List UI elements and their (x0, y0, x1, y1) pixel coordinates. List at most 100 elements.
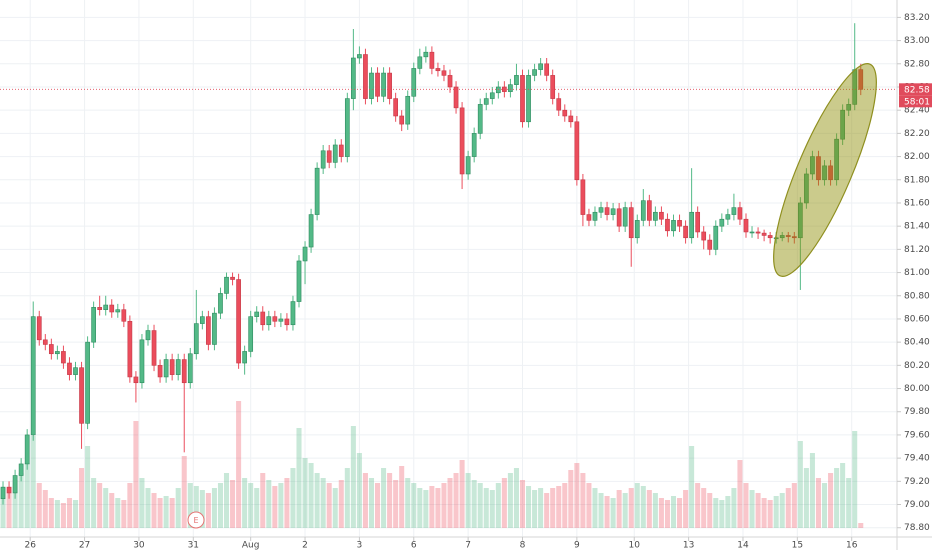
highlight-ellipse (773, 63, 877, 277)
candle-body (42, 339, 48, 345)
candle-body (212, 312, 217, 345)
candle-body (695, 211, 701, 233)
candle-body (846, 104, 852, 111)
candle-body (242, 351, 247, 364)
candle-body (169, 359, 175, 375)
volume-bar (670, 496, 677, 528)
volume-bar (151, 493, 157, 528)
candle-body (133, 376, 139, 384)
volume-bar (767, 500, 773, 528)
volume-bar (755, 493, 761, 528)
candle-body (272, 316, 278, 322)
y-tick-label: 81.40 (904, 222, 930, 232)
candle-body (441, 70, 447, 76)
candle-body (804, 173, 809, 204)
volume-bar (453, 473, 459, 528)
candle-body (115, 309, 121, 313)
volume-bar (115, 498, 121, 528)
earnings-marker[interactable] (187, 511, 205, 529)
candle-body (30, 316, 36, 436)
candle-body (689, 211, 694, 239)
volume-bar (713, 498, 719, 528)
candle-body (85, 341, 90, 424)
candle-body (290, 301, 296, 326)
volume-bar (181, 456, 187, 528)
volume-bar (441, 483, 447, 528)
volume-bar (320, 478, 326, 528)
y-tick-label: 80.20 (904, 361, 930, 371)
candle-body (683, 225, 688, 239)
x-tick-label: Aug (242, 541, 260, 550)
volume-bar (399, 466, 405, 528)
x-tick-label: 30 (133, 541, 145, 550)
candle-body (278, 318, 284, 322)
y-tick-label: 82.00 (904, 152, 930, 162)
candle-body (302, 246, 308, 262)
candle-body (671, 220, 676, 232)
volume-bar (296, 428, 302, 528)
candle-body (248, 316, 254, 352)
volume-bar (610, 498, 616, 528)
candle-body (779, 235, 785, 239)
x-tick-label: 6 (411, 541, 417, 550)
volume-bar (79, 468, 85, 528)
candle-body (435, 68, 441, 72)
volume-bar (785, 488, 791, 528)
volume-bar (417, 488, 423, 528)
volume-bar (447, 478, 453, 528)
volume-bar (465, 473, 471, 528)
volume-bar (719, 500, 725, 528)
volume-bar (266, 480, 272, 528)
y-tick-label: 80.60 (904, 314, 930, 324)
candle-body (713, 225, 719, 250)
volume-bar (598, 493, 604, 528)
y-tick-label: 79.60 (904, 430, 930, 440)
volume-bar (85, 446, 91, 528)
candle-body (260, 311, 266, 326)
y-tick-label: 81.80 (904, 175, 930, 185)
price-pane (0, 23, 897, 505)
candle-body (725, 214, 731, 220)
x-tick-label: 26 (24, 541, 36, 550)
last-price-box (899, 83, 932, 96)
volume-bar (562, 483, 568, 528)
volume-bar (791, 483, 797, 528)
countdown-box (899, 95, 932, 108)
volume-bar (809, 453, 815, 528)
y-tick-label: 83.00 (904, 36, 930, 46)
candle-body (151, 330, 157, 366)
volume-bar (175, 488, 181, 528)
candle-body (471, 133, 477, 157)
y-tick-label: 82.40 (904, 106, 930, 116)
candle-body (616, 208, 622, 227)
candle-body (653, 211, 658, 221)
candle-body (731, 207, 737, 215)
candle-body (97, 307, 103, 310)
candle-body (121, 309, 127, 322)
volume-bar (683, 490, 689, 528)
volume-bar (242, 478, 248, 528)
volume-bar (139, 478, 145, 528)
x-tick-label: 7 (465, 541, 471, 550)
volume-bar (0, 488, 6, 528)
volume-bar (435, 488, 441, 528)
earnings-label: E (193, 516, 198, 525)
volume-bar (828, 473, 834, 528)
volume-bar (157, 498, 163, 528)
volume-bar (356, 453, 362, 528)
volume-bar (526, 486, 532, 528)
y-tick-label: 79.00 (904, 500, 930, 510)
volume-bar (797, 441, 803, 528)
volume-bar (193, 486, 199, 528)
volume-bar (634, 483, 640, 528)
candle-body (791, 236, 797, 239)
volume-bar (646, 490, 652, 528)
volume-bar (846, 478, 852, 528)
candle-body (48, 344, 54, 355)
volume-bar (658, 498, 664, 528)
candle-body (550, 75, 556, 99)
volume-bar (18, 473, 24, 528)
candle-body (628, 207, 634, 239)
